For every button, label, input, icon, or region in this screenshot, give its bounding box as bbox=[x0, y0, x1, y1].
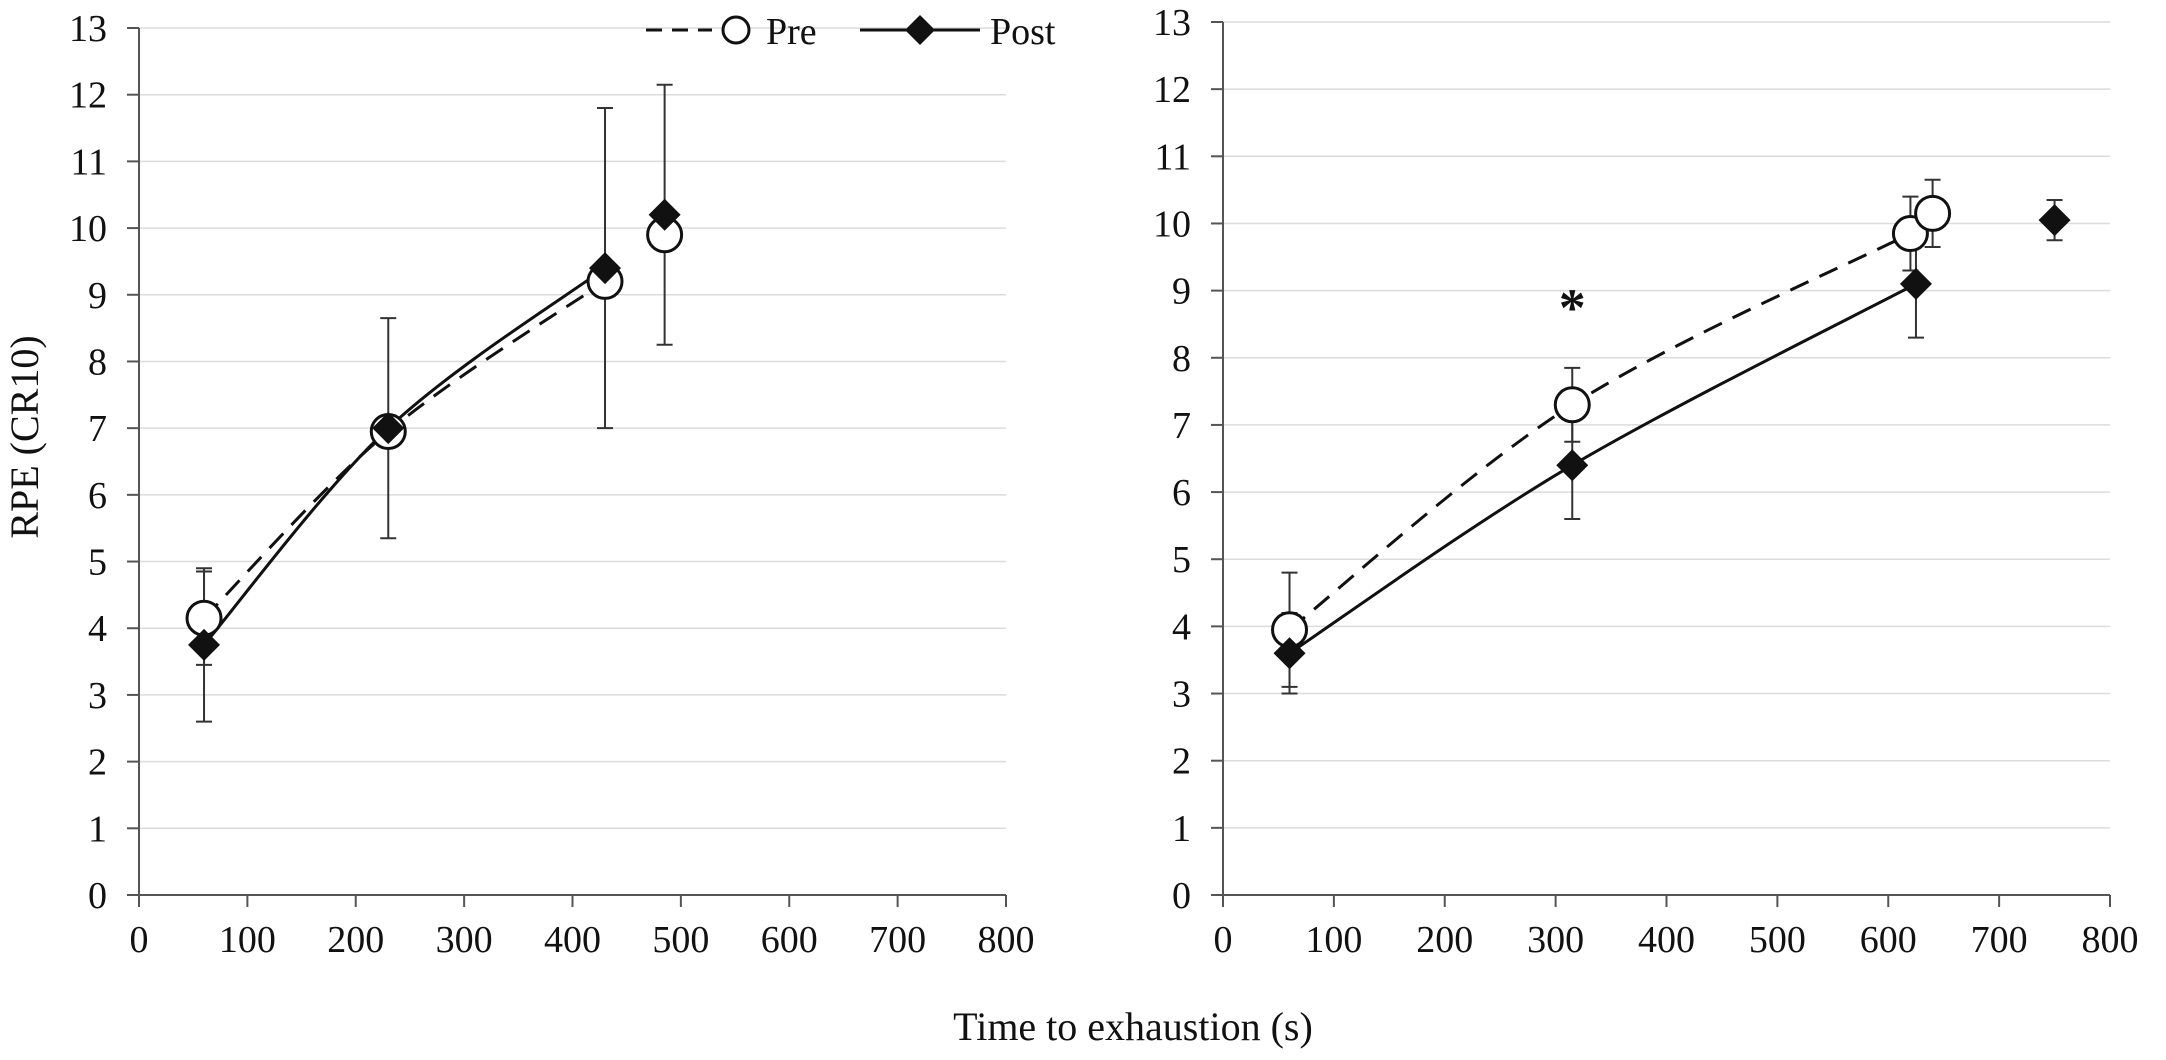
x-tick-label-right: 500 bbox=[1749, 919, 1806, 961]
y-tick-label-left: 11 bbox=[70, 141, 107, 183]
post-marker-left bbox=[589, 252, 622, 285]
y-tick-label-left: 4 bbox=[88, 608, 107, 650]
y-tick-label-left: 9 bbox=[88, 275, 107, 317]
post-marker-right bbox=[1556, 449, 1589, 482]
x-tick-label-right: 700 bbox=[1971, 919, 2028, 961]
y-tick-label-left: 3 bbox=[88, 675, 107, 717]
x-tick-label-left: 0 bbox=[130, 919, 149, 961]
y-axis-label-left: RPE (CR10) bbox=[2, 335, 47, 538]
y-tick-label-left: 2 bbox=[88, 742, 107, 784]
y-tick-label-left: 7 bbox=[88, 408, 107, 450]
x-tick-label-right: 600 bbox=[1860, 919, 1917, 961]
post-marker-right bbox=[1899, 267, 1932, 300]
post-marker-left bbox=[648, 198, 681, 231]
x-tick-label-left: 500 bbox=[652, 919, 709, 961]
y-tick-label-right: 6 bbox=[1172, 472, 1191, 514]
y-tick-label-left: 1 bbox=[88, 808, 107, 850]
x-tick-label-right: 100 bbox=[1305, 919, 1362, 961]
y-tick-label-right: 5 bbox=[1172, 539, 1191, 581]
x-tick-label-right: 200 bbox=[1416, 919, 1473, 961]
y-tick-label-right: 1 bbox=[1172, 808, 1191, 850]
legend-post-marker bbox=[905, 15, 935, 45]
pre-marker-right bbox=[1914, 194, 1952, 232]
pre-marker-right bbox=[1553, 386, 1591, 424]
legend: Pre Post bbox=[646, 11, 1056, 53]
y-tick-label-left: 10 bbox=[69, 208, 107, 250]
post-series-line-left bbox=[202, 266, 606, 646]
y-tick-label-right: 3 bbox=[1172, 674, 1191, 716]
x-tick-label-right: 0 bbox=[1214, 919, 1233, 961]
post-marker-left bbox=[188, 628, 221, 661]
x-tick-label-left: 100 bbox=[219, 919, 276, 961]
x-tick-label-right: 400 bbox=[1638, 919, 1695, 961]
post-marker-right bbox=[2038, 204, 2071, 237]
y-tick-label-right: 11 bbox=[1154, 136, 1191, 178]
y-tick-label-right: 8 bbox=[1172, 338, 1191, 380]
x-tick-label-right: 300 bbox=[1527, 919, 1584, 961]
legend-pre-label: Pre bbox=[766, 11, 817, 53]
y-tick-label-left: 0 bbox=[88, 875, 107, 917]
y-tick-label-right: 2 bbox=[1172, 741, 1191, 783]
x-axis-label: Time to exhaustion (s) bbox=[953, 1004, 1313, 1049]
pre-series-line-right bbox=[1288, 232, 1912, 631]
y-tick-label-left: 5 bbox=[88, 542, 107, 584]
y-tick-label-left: 6 bbox=[88, 475, 107, 517]
x-tick-label-left: 700 bbox=[869, 919, 926, 961]
legend-post-label: Post bbox=[990, 11, 1056, 53]
y-tick-label-right: 10 bbox=[1153, 203, 1191, 245]
x-tick-label-left: 300 bbox=[436, 919, 493, 961]
y-tick-label-left: 12 bbox=[69, 75, 107, 117]
y-tick-label-left: 8 bbox=[88, 341, 107, 383]
y-tick-label-right: 7 bbox=[1172, 405, 1191, 447]
y-tick-label-right: 0 bbox=[1172, 875, 1191, 917]
significance-asterisk: * bbox=[1559, 278, 1586, 338]
x-tick-label-left: 200 bbox=[327, 919, 384, 961]
x-tick-label-right: 800 bbox=[2082, 919, 2139, 961]
legend-pre-marker bbox=[721, 15, 751, 45]
x-tick-label-left: 400 bbox=[544, 919, 601, 961]
y-tick-label-right: 9 bbox=[1172, 271, 1191, 313]
y-tick-label-right: 4 bbox=[1172, 606, 1191, 648]
post-marker-left bbox=[372, 412, 405, 445]
x-tick-label-left: 800 bbox=[978, 919, 1035, 961]
y-tick-label-right: 12 bbox=[1153, 69, 1191, 111]
y-tick-label-right: 13 bbox=[1153, 2, 1191, 44]
y-tick-label-left: 13 bbox=[69, 8, 107, 50]
x-tick-label-left: 600 bbox=[761, 919, 818, 961]
post-marker-right bbox=[1273, 637, 1306, 670]
post-series-line-right bbox=[1288, 282, 1917, 655]
